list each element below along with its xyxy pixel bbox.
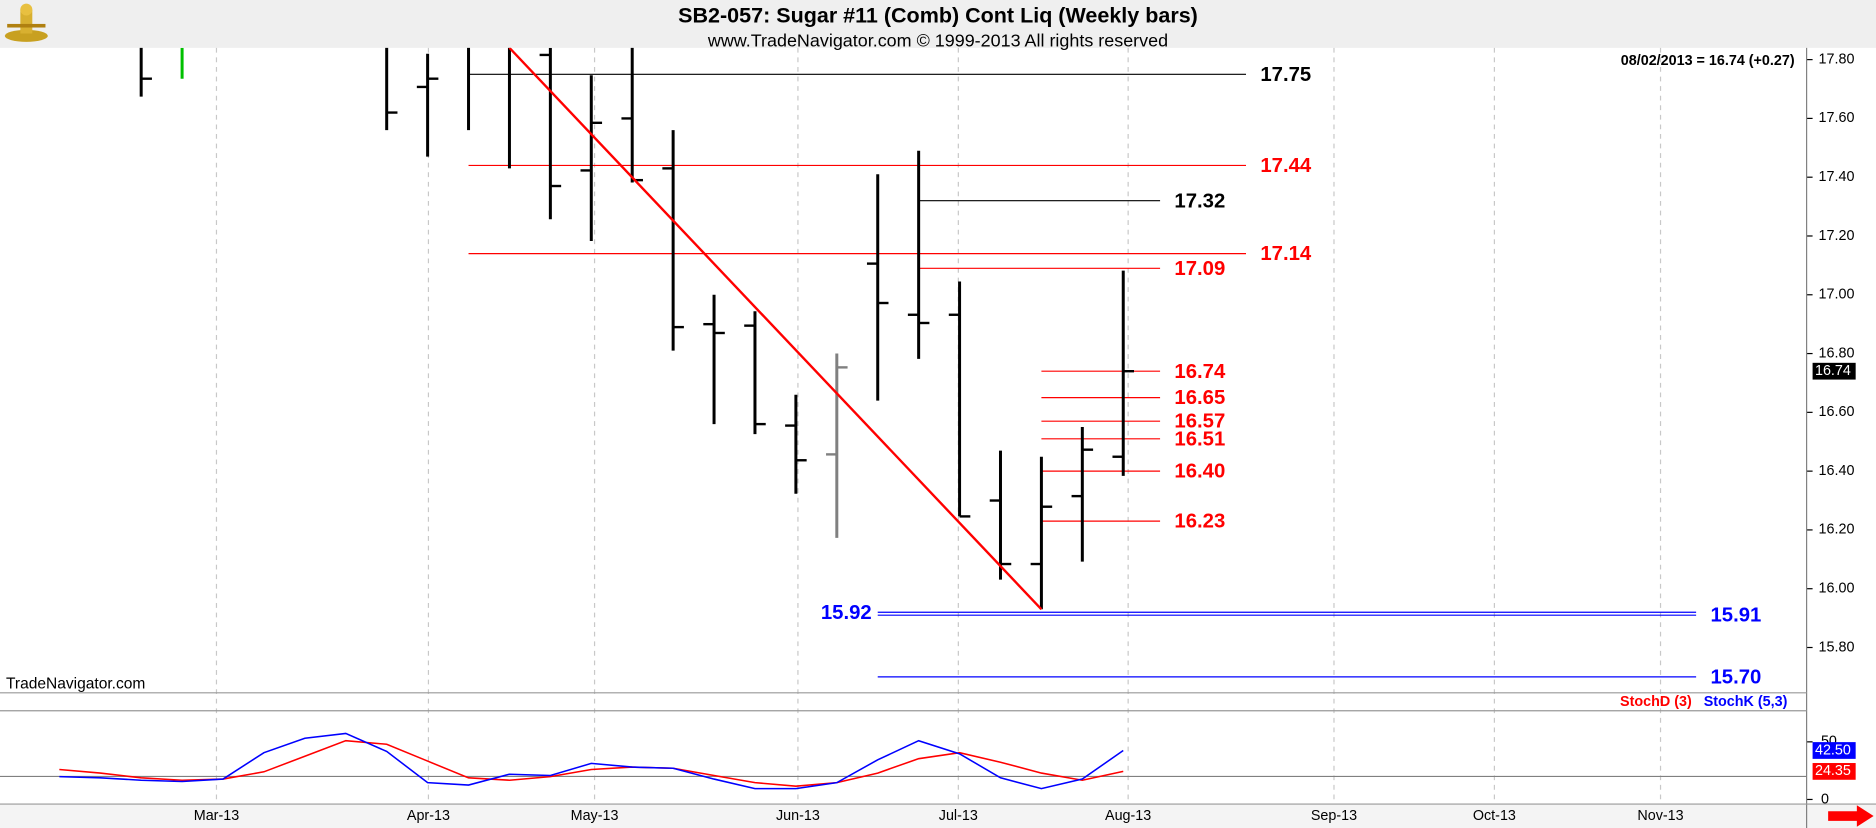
legend-entry: StochD (3) (1620, 694, 1692, 710)
x-axis-band (0, 804, 1876, 828)
y-tick-label: 17.80 (1819, 51, 1855, 67)
y-tick-label: 16.80 (1819, 345, 1855, 361)
level-label: 16.74 (1174, 361, 1226, 383)
level-label: 17.09 (1174, 258, 1225, 280)
y-tick-label: 17.20 (1819, 228, 1855, 244)
y-tick-label: 15.80 (1819, 639, 1855, 655)
level-label: 16.23 (1174, 511, 1225, 533)
x-tick-label: Jul-13 (939, 808, 978, 824)
y-tick-label: 16.00 (1819, 581, 1855, 597)
level-label: 15.70 (1710, 666, 1761, 688)
level-label: 16.51 (1174, 428, 1225, 450)
y-tick-label: 17.40 (1819, 169, 1855, 185)
last-quote: 08/02/2013 = 16.74 (+0.27) (1621, 53, 1795, 69)
last-value-label: 42.50 (1815, 742, 1851, 758)
level-label: 17.44 (1260, 155, 1312, 177)
scroll-arrow (1828, 805, 1874, 827)
level-label: 17.14 (1260, 243, 1312, 265)
last-price-tag (1812, 362, 1856, 380)
y-tick-label: 16.40 (1819, 463, 1855, 479)
x-tick-label: May-13 (571, 808, 619, 824)
legend-entry: StochK (5,3) (1704, 694, 1788, 710)
chart-title: SB2-057: Sugar #11 (Comb) Cont Liq (Week… (678, 3, 1198, 27)
level-label: 16.57 (1174, 411, 1225, 433)
level-label: 17.75 (1260, 64, 1311, 86)
y-tick-label: 16.60 (1819, 404, 1855, 420)
x-tick-label: Jun-13 (776, 808, 820, 824)
stoch-pane (0, 732, 1807, 790)
y-tick-label: 16.20 (1819, 522, 1855, 538)
level-label: 16.65 (1174, 387, 1225, 409)
trendline (508, 47, 1043, 611)
logo (4, 3, 48, 42)
price-pane (139, 47, 1697, 678)
stoch-line (59, 732, 1124, 790)
x-tick-label: Sep-13 (1311, 808, 1357, 824)
level-label: 16.40 (1174, 461, 1225, 483)
y-tick-label: 17.60 (1819, 110, 1855, 126)
last-value-label: 24.35 (1815, 763, 1851, 779)
overlay: Mar-13 Apr-13 May-13 Jun-13 Jul-13 Aug-13 Sep-… (194, 51, 1856, 824)
last-price-label: 16.74 (1815, 363, 1851, 379)
x-tick-label: Apr-13 (407, 808, 450, 824)
x-tick-label: Aug-13 (1105, 808, 1151, 824)
title-band (0, 0, 1876, 48)
last-value-tag (1812, 742, 1856, 759)
x-tick-label: Oct-13 (1473, 808, 1516, 824)
x-tick-label: Nov-13 (1637, 808, 1683, 824)
y-tick-label: 0 (1821, 791, 1829, 807)
grid (215, 47, 1662, 805)
source-watermark: TradeNavigator.com (6, 676, 145, 693)
last-value-tag (1812, 763, 1856, 780)
level-label: 15.92 (821, 602, 872, 624)
x-tick-label: Mar-13 (194, 808, 239, 824)
stoch-line (59, 739, 1124, 787)
level-label: 15.91 (1710, 605, 1761, 627)
y-tick-label: 17.00 (1819, 287, 1855, 303)
level-label: 17.32 (1174, 190, 1225, 212)
chart-subtitle: www.TradeNavigator.com © 1999-2013 All r… (707, 31, 1168, 51)
